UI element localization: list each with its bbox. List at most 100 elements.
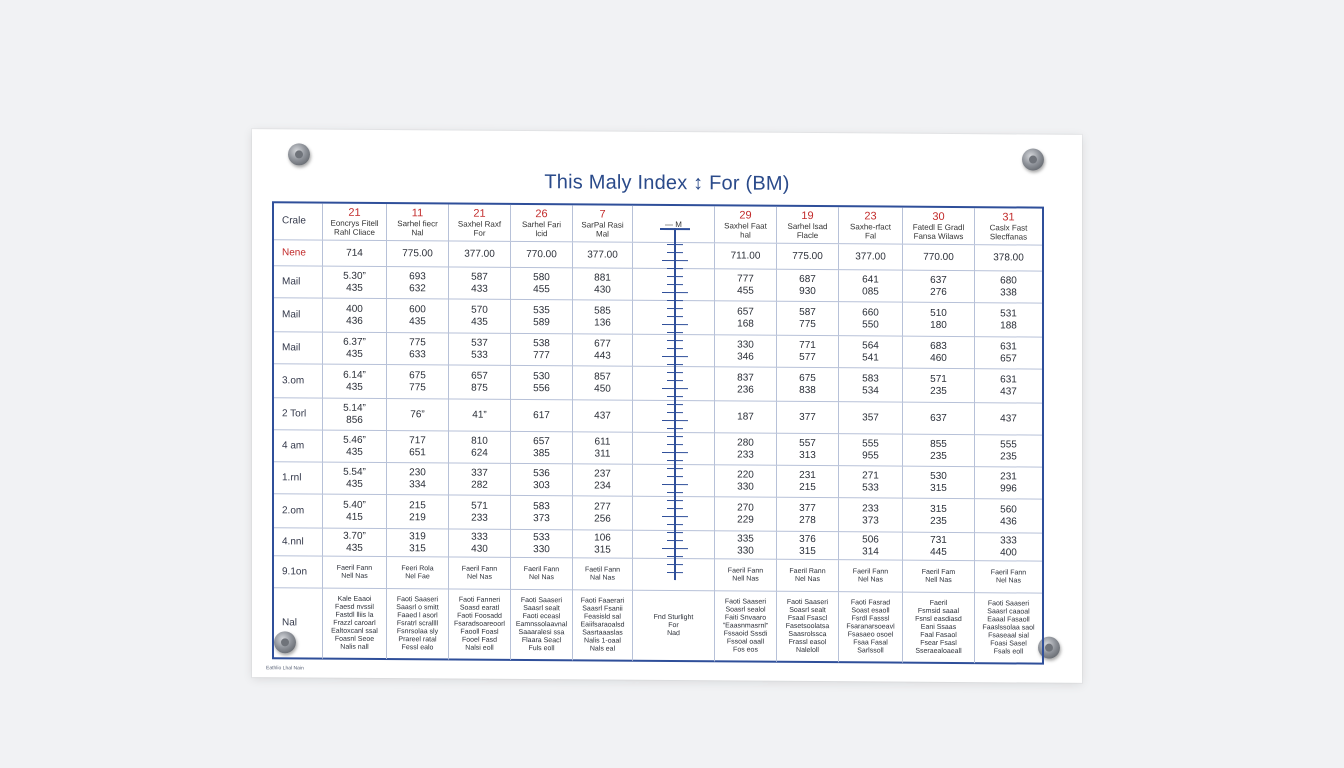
table-cell: 555 235 xyxy=(974,435,1042,468)
table-cell: Faeril Fann Nel Nas xyxy=(974,561,1042,594)
ruler-tick xyxy=(667,436,683,438)
table-cell: 76” xyxy=(386,399,448,432)
table-cell: 536 303 xyxy=(510,463,572,497)
column-header: 19 Sarhel lsad Flacle xyxy=(776,206,838,244)
table-cell: 564 541 xyxy=(838,336,902,369)
table-cell: 587 433 xyxy=(448,267,510,300)
table-cell: 570 435 xyxy=(448,299,510,334)
table-cell: 377.00 xyxy=(448,241,510,268)
table-cell: 680 338 xyxy=(974,271,1042,304)
table-cell: 333 430 xyxy=(448,529,510,558)
index-table: Crale 21 Eoncrys Fitell Rahl Cliace 11 Sarhel… xyxy=(272,201,1044,665)
ruler-tick xyxy=(667,252,683,254)
ruler-tick xyxy=(667,460,683,462)
table-header-row: Crale 21 Eoncrys Fitell Rahl Cliace 11 Sarhel… xyxy=(274,203,1042,245)
table-cell: 6.37” 435 xyxy=(322,332,386,366)
row-label: Nene xyxy=(282,247,306,259)
poster-sheet: This Maly Index ↕ For (BM) Crale 21 Eoncry… xyxy=(252,129,1082,683)
ruler-tick xyxy=(667,380,683,382)
table-cell: 537 533 xyxy=(448,333,510,366)
ruler-tick xyxy=(662,547,688,550)
table-cell: 600 435 xyxy=(386,299,448,334)
table-cell: 775 633 xyxy=(386,333,448,366)
table-cell: 277 256 xyxy=(572,496,632,531)
table-cell: 510 180 xyxy=(902,302,974,338)
table-cell: 587 775 xyxy=(776,301,838,337)
table-cell: 530 315 xyxy=(902,466,974,500)
table-cell: 335 330 xyxy=(714,531,776,560)
table-cell: 357 xyxy=(838,402,902,435)
ruler-tick xyxy=(667,508,683,510)
table-cell: 731 445 xyxy=(902,532,974,562)
column-header: 21 Eoncrys Fitell Rahl Cliace xyxy=(322,203,386,241)
table-cell: 437 xyxy=(572,400,632,433)
table-cell: 400 436 xyxy=(322,298,386,334)
table-cell: Faoti Saaseri Saasrl sealt Faoti eceasl Eam… xyxy=(510,589,572,661)
table-cell: Faetil Fann Nal Nas xyxy=(572,558,632,591)
ruler-tick xyxy=(667,476,683,478)
table-cell: 657 385 xyxy=(510,431,572,465)
table-cell: 270 229 xyxy=(714,497,776,532)
table-cell: 319 315 xyxy=(386,529,448,558)
table-cell: 631 657 xyxy=(974,337,1042,370)
table-cell: 711.00 xyxy=(714,243,776,270)
table-cell: Faoti Faaerari Saasrl Fsanii Feasisld sal E… xyxy=(572,590,632,661)
table-cell: Faeril Fann Nel Nas xyxy=(510,557,572,591)
table-cell: 775.00 xyxy=(776,243,838,271)
ruler-tick xyxy=(667,428,683,430)
table-cell: 237 234 xyxy=(572,464,632,497)
table-cell: 333 400 xyxy=(974,533,1042,562)
table-cell: 855 235 xyxy=(902,434,974,468)
table-cell: Faoti Saaseri Saasrl caaoal Eaaal Fasaoll F… xyxy=(974,593,1042,664)
table-cell: 637 276 xyxy=(902,270,974,304)
row-label: Mail xyxy=(282,309,301,321)
table-cell: 555 955 xyxy=(838,434,902,467)
row-label: 4 am xyxy=(282,440,305,452)
table-cell: 777 455 xyxy=(714,269,776,302)
table-cell: Faeril Fann Nel Nas xyxy=(448,557,510,590)
table-cell: 837 236 xyxy=(714,367,776,402)
ruler-tick xyxy=(667,524,683,526)
table-row: Nal Kale Eaaoi Faesd nvssil Fastdl lliis la… xyxy=(274,587,1042,664)
footnote: Eathlio Lhal Nain xyxy=(266,665,304,672)
ruler-tick xyxy=(667,268,683,270)
column-header: 21 Saxhel Raxf For xyxy=(448,204,510,241)
table-cell: 377 xyxy=(776,401,838,435)
table-cell: 106 315 xyxy=(572,530,632,559)
ruler-tick xyxy=(667,532,683,534)
ruler-tick xyxy=(667,284,683,286)
table-cell: 717 651 xyxy=(386,431,448,464)
ruler-tick xyxy=(662,451,688,454)
table-cell: 5.54” 435 xyxy=(322,462,386,496)
ruler-tick xyxy=(667,300,683,302)
table-cell: 881 430 xyxy=(572,268,632,301)
ruler-tick xyxy=(667,308,683,310)
table-cell: Faoti Fasrad Soast esaoll Fsrdl Fasssl Fsar… xyxy=(838,592,902,663)
column-header: 11 Sarhel fiecr Nal xyxy=(386,204,448,241)
row-label: 2.om xyxy=(282,505,305,517)
pin-icon xyxy=(1022,148,1044,171)
column-header: 31 Caslx Fast Slecffanas xyxy=(974,208,1042,245)
table-cell: 857 450 xyxy=(572,366,632,401)
table-cell: 531 188 xyxy=(974,303,1042,338)
column-header: 7 SarPal Rasi Mal xyxy=(572,205,632,242)
table-cell: 337 282 xyxy=(448,463,510,496)
ruler-tick xyxy=(667,444,683,446)
row-label: 2 Torl xyxy=(282,408,307,420)
table-cell: 657 875 xyxy=(448,365,510,400)
table-cell: 560 436 xyxy=(974,499,1042,534)
table-cell: 5.40” 415 xyxy=(322,494,386,530)
ruler-tick xyxy=(667,364,683,366)
ruler-tick xyxy=(667,244,683,246)
table-cell: Faeril Fann Nell Nas xyxy=(714,559,776,592)
table-cell: 377.00 xyxy=(572,242,632,269)
ruler-tick xyxy=(667,372,683,374)
pin-icon xyxy=(288,143,310,166)
table-cell: 611 311 xyxy=(572,432,632,465)
table-cell: 437 xyxy=(974,403,1042,436)
ruler-tick xyxy=(667,468,683,470)
table-cell: 5.30” 435 xyxy=(322,266,386,300)
ruler-tick xyxy=(667,492,683,494)
table-cell: 585 136 xyxy=(572,300,632,335)
table-cell: 280 233 xyxy=(714,433,776,466)
